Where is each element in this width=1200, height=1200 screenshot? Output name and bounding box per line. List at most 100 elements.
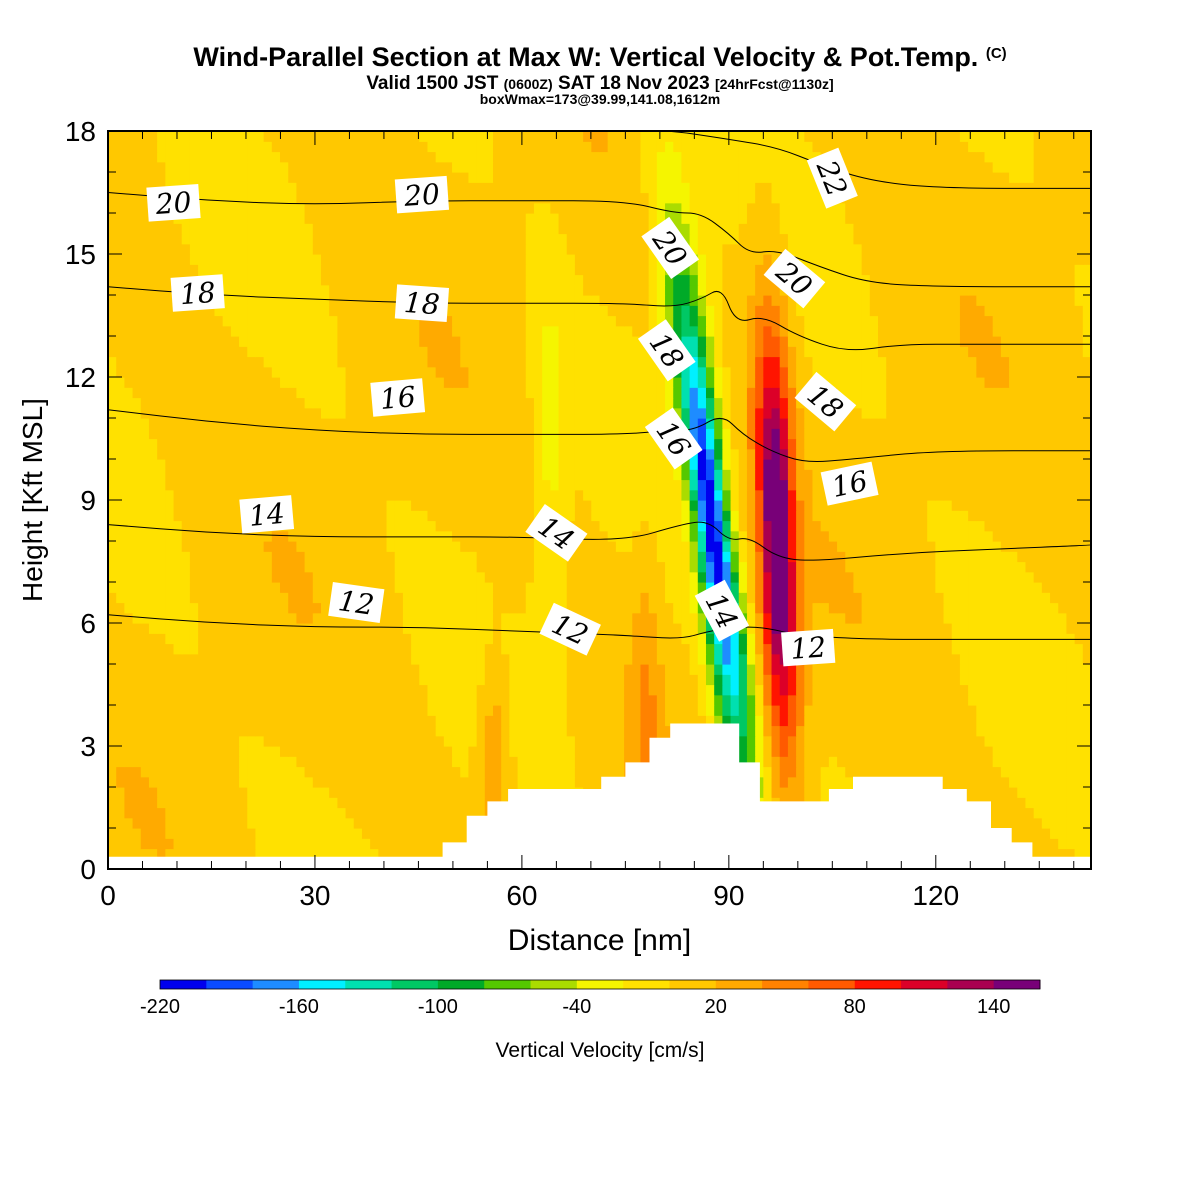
field-cell bbox=[910, 520, 920, 532]
field-cell bbox=[583, 746, 592, 757]
field-cell bbox=[796, 551, 805, 563]
field-cell bbox=[476, 541, 486, 552]
field-cell bbox=[812, 479, 822, 491]
field-cell bbox=[525, 756, 535, 768]
field-cell bbox=[763, 592, 773, 604]
field-cell bbox=[1050, 735, 1059, 747]
field-cell bbox=[746, 746, 756, 757]
field-cell bbox=[271, 653, 281, 665]
field-cell bbox=[411, 705, 420, 716]
field-cell bbox=[222, 664, 232, 675]
field-cell bbox=[230, 448, 240, 460]
field-cell bbox=[411, 541, 420, 552]
field-cell bbox=[845, 674, 855, 686]
field-cell bbox=[189, 776, 199, 788]
field-cell bbox=[951, 582, 961, 593]
field-cell bbox=[320, 817, 330, 829]
field-cell bbox=[861, 735, 871, 747]
field-cell bbox=[951, 684, 961, 696]
field-cell bbox=[673, 602, 683, 614]
field-cell bbox=[108, 705, 117, 716]
field-cell bbox=[460, 592, 470, 604]
field-cell bbox=[353, 561, 363, 573]
field-cell bbox=[345, 756, 355, 768]
field-cell bbox=[280, 653, 289, 665]
field-cell bbox=[542, 571, 551, 583]
field-cell bbox=[296, 541, 306, 552]
field-cell bbox=[1041, 551, 1051, 563]
field-cell bbox=[452, 602, 461, 614]
field-cell bbox=[394, 561, 404, 573]
field-cell bbox=[755, 571, 764, 583]
field-cell bbox=[509, 746, 519, 757]
field-cell bbox=[239, 612, 248, 624]
field-cell bbox=[157, 582, 166, 593]
field-cell bbox=[419, 746, 429, 757]
field-cell bbox=[894, 459, 904, 470]
field-cell bbox=[329, 848, 338, 860]
field-cell bbox=[886, 715, 895, 727]
field-cell bbox=[525, 448, 535, 460]
field-cell bbox=[574, 500, 584, 511]
field-cell bbox=[542, 715, 551, 727]
field-cell bbox=[1017, 500, 1027, 511]
field-cell bbox=[665, 664, 674, 675]
field-cell bbox=[1017, 459, 1027, 470]
field-cell bbox=[452, 797, 461, 809]
field-cell bbox=[230, 530, 240, 542]
field-cell bbox=[296, 510, 306, 522]
field-cell bbox=[1000, 602, 1010, 614]
field-cell bbox=[427, 561, 437, 573]
field-cell bbox=[329, 510, 338, 522]
field-cell bbox=[1017, 725, 1027, 737]
field-cell bbox=[1033, 582, 1043, 593]
field-cell bbox=[329, 746, 338, 757]
field-cell bbox=[1082, 725, 1091, 737]
field-cell bbox=[337, 438, 347, 450]
field-cell bbox=[796, 602, 805, 614]
field-cell bbox=[116, 438, 125, 450]
field-cell bbox=[779, 510, 789, 522]
field-cell bbox=[493, 653, 502, 665]
field-cell bbox=[173, 438, 183, 450]
field-cell bbox=[345, 674, 355, 686]
field-cell bbox=[312, 500, 322, 511]
field-cell bbox=[361, 797, 371, 809]
field-cell bbox=[992, 746, 1002, 757]
field-cell bbox=[640, 582, 650, 593]
field-cell bbox=[607, 602, 617, 614]
field-cell bbox=[116, 787, 125, 798]
field-cell bbox=[140, 684, 150, 696]
field-cell bbox=[968, 541, 977, 552]
field-cell bbox=[976, 561, 986, 573]
field-cell bbox=[1025, 807, 1035, 819]
field-cell bbox=[411, 756, 420, 768]
field-cell bbox=[386, 551, 396, 563]
field-cell bbox=[746, 510, 756, 522]
field-cell bbox=[1041, 664, 1051, 675]
field-cell bbox=[1025, 520, 1035, 532]
field-cell bbox=[714, 694, 723, 706]
field-cell bbox=[1050, 489, 1059, 501]
field-cell bbox=[689, 623, 699, 634]
field-cell bbox=[501, 674, 510, 686]
field-cell bbox=[165, 705, 175, 716]
field-cell bbox=[968, 705, 977, 716]
field-cell bbox=[304, 500, 314, 511]
field-cell bbox=[435, 479, 445, 491]
field-cell bbox=[1033, 715, 1043, 727]
field-cell bbox=[411, 561, 420, 573]
field-cell bbox=[689, 643, 699, 655]
field-cell bbox=[173, 735, 183, 747]
field-cell bbox=[222, 756, 232, 768]
field-cell bbox=[591, 643, 601, 655]
field-cell bbox=[615, 756, 625, 768]
field-cell bbox=[968, 602, 977, 614]
field-cell bbox=[140, 756, 150, 768]
field-cell bbox=[378, 756, 388, 768]
field-cell bbox=[443, 776, 453, 788]
field-cell bbox=[108, 807, 117, 819]
field-cell bbox=[894, 510, 904, 522]
field-cell bbox=[353, 705, 363, 716]
field-cell bbox=[435, 571, 445, 583]
